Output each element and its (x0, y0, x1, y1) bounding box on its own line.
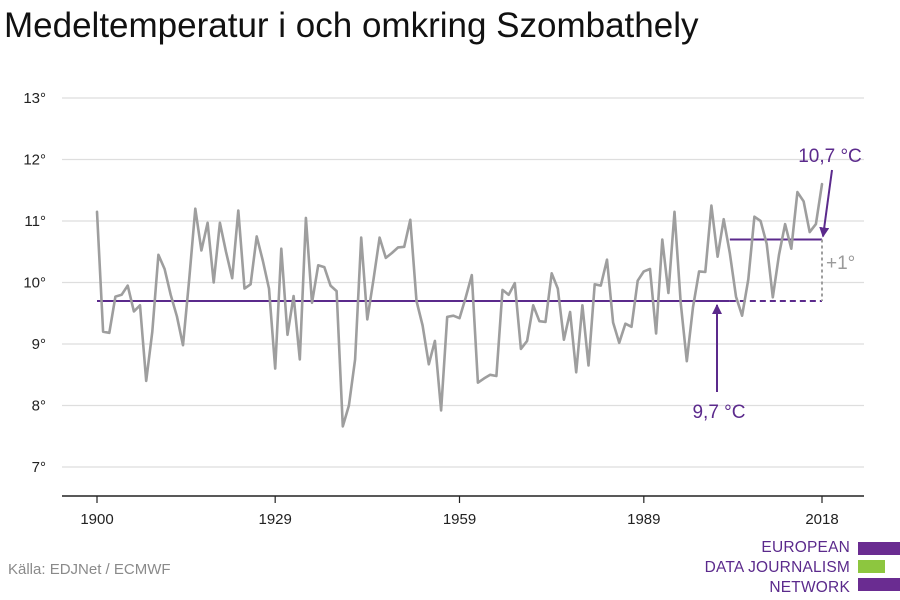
source-note: Källa: EDJNet / ECMWF (8, 561, 171, 578)
x-tick-label: 1989 (627, 511, 660, 528)
x-tick-label: 1959 (443, 511, 476, 528)
y-tick-label: 7° (32, 459, 46, 476)
chart-title: Medeltemperatur i och omkring Szombathel… (4, 6, 699, 45)
x-tick-label: 2018 (805, 511, 838, 528)
difference-label: +1° (826, 253, 855, 274)
recent-mean-label: 10,7 °C (798, 146, 862, 167)
y-tick-label: 11° (24, 213, 46, 230)
logo-bar-green (858, 560, 885, 573)
reference-lines (97, 238, 823, 302)
y-tick-label: 9° (32, 336, 46, 353)
logo-bar-purple-bottom (858, 578, 900, 591)
edjnet-logo[interactable]: EUROPEAN DATA JOURNALISM NETWORK (700, 538, 900, 598)
x-tick-label: 1900 (80, 511, 113, 528)
logo-bar-purple-top (858, 542, 900, 555)
logo-text: EUROPEAN DATA JOURNALISM NETWORK (705, 538, 850, 598)
temperature-series (95, 182, 824, 428)
annotations: 10,7 °C 9,7 °C +1° (692, 146, 861, 423)
logo-line-2: DATA JOURNALISM (704, 559, 850, 576)
recent-mean-arrow (819, 169, 833, 238)
x-tick-label: 1929 (258, 511, 291, 528)
y-axis-ticks: 7° 8° 9° 10° 11° 12° 13° (23, 90, 46, 476)
grid-lines (62, 97, 864, 468)
temperature-line (95, 182, 824, 428)
logo-line-1: EUROPEAN (761, 539, 850, 556)
y-tick-label: 8° (32, 398, 46, 415)
baseline-mean-label: 9,7 °C (692, 402, 745, 423)
y-tick-label: 13° (23, 90, 46, 107)
y-tick-label: 12° (23, 152, 46, 169)
x-axis: 1900 1929 1959 1989 2018 (62, 495, 864, 528)
y-tick-label: 10° (23, 275, 46, 292)
logo-line-3: NETWORK (769, 579, 850, 596)
